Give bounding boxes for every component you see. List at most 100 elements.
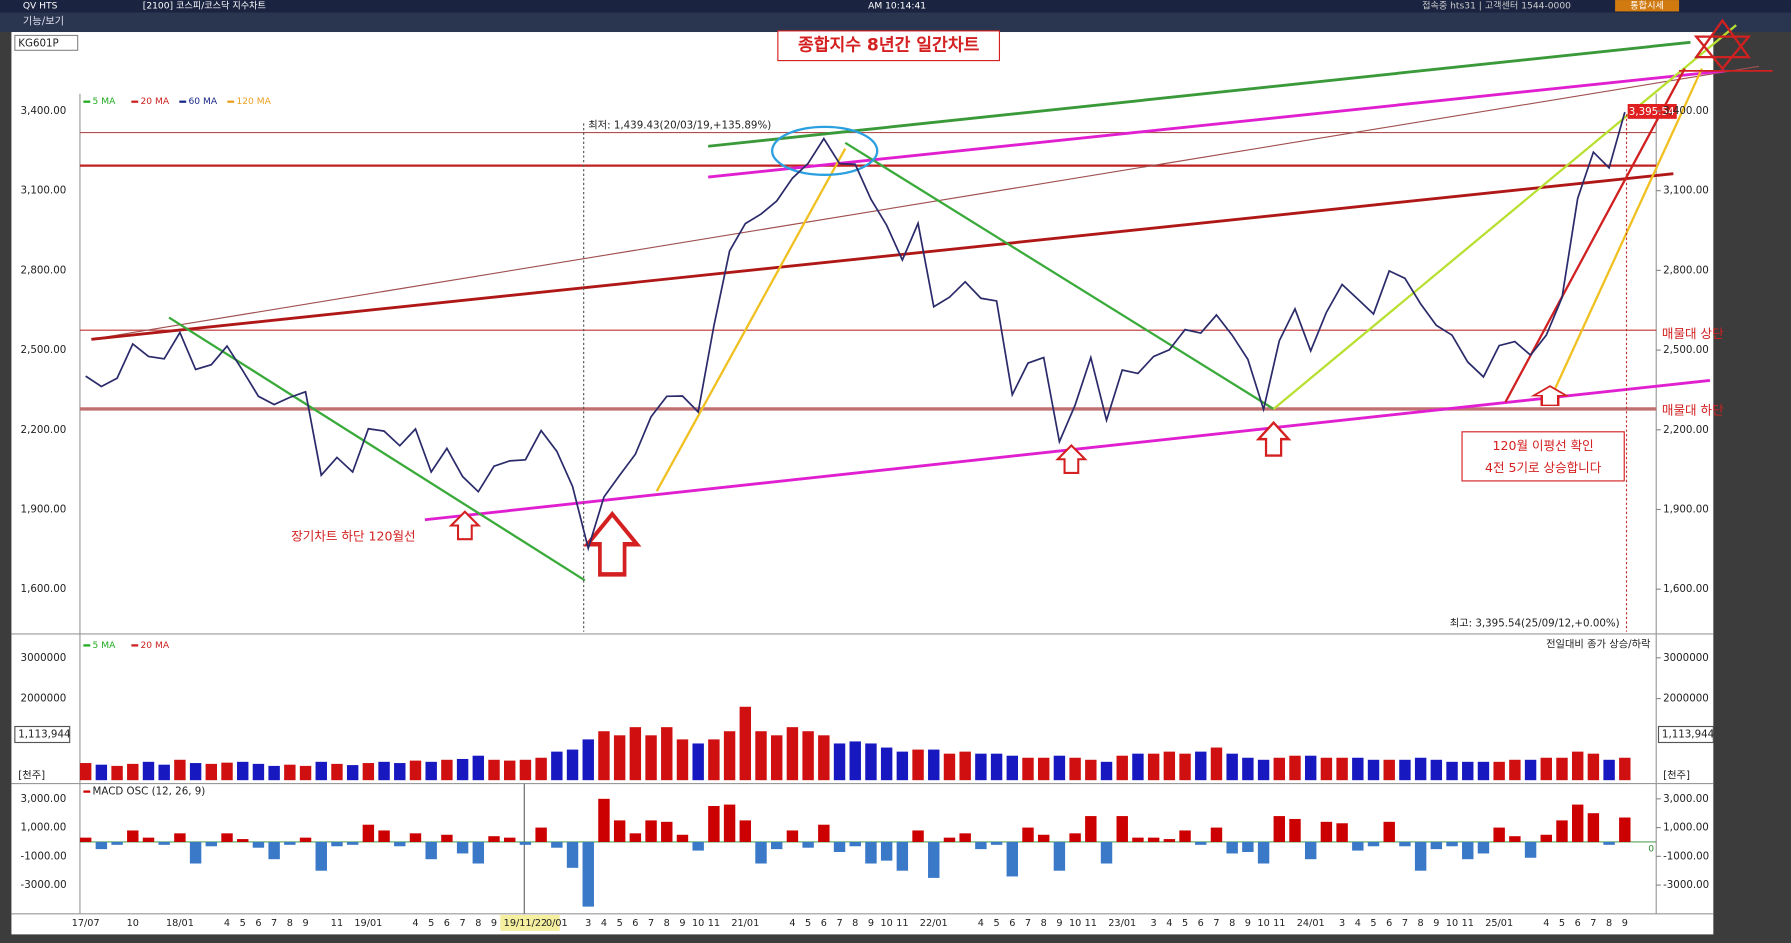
volume-bar [975, 753, 987, 781]
x-tick-label: 9 [679, 918, 685, 929]
x-tick-label: 11 [1085, 918, 1097, 929]
x-tick-label: 7 [648, 918, 654, 929]
macd-bar [1289, 818, 1301, 842]
volume-bar [818, 735, 830, 781]
y-tick-label: 2,500.00 [21, 344, 67, 356]
trendline [708, 69, 1725, 179]
x-tick-label: 21/01 [731, 918, 759, 929]
x-tick-label: 10 [1069, 918, 1081, 929]
macd-bar [441, 834, 453, 842]
macd-bar [142, 837, 155, 842]
volume-bar [1132, 753, 1144, 781]
volume-bar [1571, 751, 1584, 781]
y-tick-label: 3,000.00 [1663, 793, 1709, 805]
volume-bar [1414, 757, 1427, 781]
macd-bar [1556, 820, 1568, 842]
macd-bar [1085, 816, 1097, 842]
volume-bar [880, 747, 893, 781]
x-tick-label: 11 [1462, 918, 1474, 929]
y-tick-label: 1,900.00 [1663, 503, 1709, 515]
y-tick-label: -1000.00 [1663, 850, 1709, 862]
volume-bar [1493, 761, 1505, 781]
macd-bar [566, 841, 579, 868]
macd-title: MACD OSC (12, 26, 9) [93, 786, 206, 798]
volume-bar [1179, 753, 1191, 781]
up-arrow [1055, 444, 1088, 474]
macd-bar [1399, 841, 1411, 847]
high-label: 최고: 3,395.54(25/09/12,+0.00%) [1450, 618, 1620, 630]
y-tick-label: 2,200.00 [1663, 424, 1709, 436]
volume-bar [1399, 759, 1411, 781]
trendline [1504, 68, 1686, 403]
volume-bar [472, 755, 485, 781]
code-box[interactable] [14, 34, 79, 51]
volume-bar [1195, 751, 1207, 781]
x-tick-label: 10 [1446, 918, 1458, 929]
x-tick-label: 9 [1245, 918, 1251, 929]
macd-bar [786, 830, 799, 842]
x-tick-label: 10 [1257, 918, 1269, 929]
y-tick-label: 3000000 [21, 652, 67, 664]
code[interactable]: KG601P [18, 37, 58, 49]
volume-bar [95, 764, 108, 781]
trendline [91, 172, 1674, 341]
macd-bar [79, 837, 92, 842]
legend-label: 20 MA [140, 97, 169, 107]
volume-bar [1619, 757, 1631, 781]
x-tick-label: 3 [1339, 918, 1345, 929]
y-tick-label: 1,600.00 [1663, 583, 1709, 595]
cursor-date-box [500, 914, 560, 931]
macd-bar [1132, 837, 1144, 842]
y-tick-label: 1,600.00 [21, 583, 67, 595]
x-tick-label: 9 [491, 918, 497, 929]
macd-bar [1242, 841, 1254, 853]
x-tick-label: 19/11/22 [504, 918, 548, 929]
volume-bar [535, 757, 547, 781]
volume-bar [629, 727, 642, 781]
volume-bar [1022, 757, 1034, 781]
macd-bar [1320, 821, 1333, 842]
macd-bar [252, 841, 265, 848]
volume-unit: [천주] [1663, 770, 1690, 782]
x-tick-label: 4 [224, 918, 230, 929]
macd-bar [912, 830, 924, 842]
x-tick-label: 4 [978, 918, 984, 929]
annotation: 120월 이평선 확인 [1493, 438, 1594, 453]
volume-bar [865, 743, 877, 781]
volume-bar [990, 753, 1003, 781]
macd-bar [315, 841, 327, 871]
volume-box [14, 725, 71, 744]
volume-bar [1587, 753, 1600, 781]
menu[interactable]: 기능/보기 [23, 16, 64, 28]
volume-bar [394, 763, 406, 781]
volume-bar [346, 765, 359, 781]
volume-bar [488, 759, 500, 781]
x-tick-label: 19/01 [354, 918, 382, 929]
volume-note: 전일대비 종가 상승/하락 [1546, 637, 1651, 650]
macd-bar [1037, 834, 1050, 842]
volume-bar [1100, 761, 1113, 781]
x-tick-label: 9 [302, 918, 308, 929]
quote-button[interactable] [1615, 0, 1680, 12]
x-tick-label: 22/01 [920, 918, 948, 929]
volume-bar [1320, 757, 1333, 781]
quote-button-label[interactable]: 통합시세 [1630, 0, 1664, 11]
y-tick-label: 2,500.00 [1663, 344, 1709, 356]
macd-bar [409, 833, 422, 842]
x-tick-label: 11 [896, 918, 908, 929]
macd-bar [95, 841, 108, 850]
x-tick-label: 6 [1009, 918, 1015, 929]
x-tick-label: 6 [1575, 918, 1581, 929]
macd-bar [1273, 816, 1285, 842]
volume-bar [692, 743, 704, 781]
volume-bar [315, 761, 327, 781]
volume-bar [1085, 759, 1097, 781]
macd-bar [975, 841, 987, 850]
x-tick-label: 7 [271, 918, 277, 929]
x-tick-label: 17/07 [72, 918, 100, 929]
volume-bar [111, 765, 123, 781]
volume-bar [79, 763, 92, 781]
annotation: 매물대 하단 [1662, 403, 1724, 418]
